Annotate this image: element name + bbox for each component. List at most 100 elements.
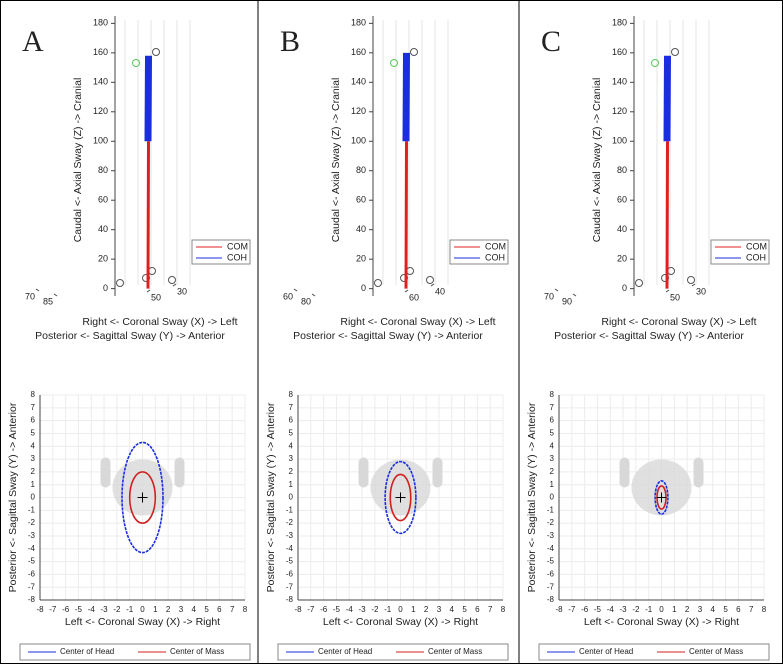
z-axis-label: Caudal <- Axial Sway (Z) -> Cranial	[591, 78, 603, 243]
x-tick-label: 2	[166, 605, 171, 614]
y-tick-label: 50	[670, 292, 680, 302]
x-tick-label: -7	[49, 605, 57, 614]
y-tick-label: 2	[289, 467, 294, 476]
x-tick-label: 80	[301, 296, 311, 306]
x-axis-label: Right <- Coronal Sway (X) -> Left	[601, 316, 756, 328]
x-tick-label: 2	[685, 605, 690, 614]
segment	[144, 55, 152, 142]
y-tick-label: 40	[435, 286, 445, 296]
legend-label: COM	[746, 241, 767, 251]
panel-label: C	[541, 25, 561, 58]
y-axis-label: Posterior <- Sagittal Sway (Y) -> Anteri…	[7, 402, 19, 592]
y-tick-label: -4	[547, 544, 555, 553]
x-tick-label: 7	[488, 605, 493, 614]
legend-label: Center of Head	[60, 647, 114, 656]
y-tick-label: 30	[177, 286, 187, 296]
x-tick-label: 0	[140, 605, 145, 614]
x-tick-label: 8	[243, 605, 248, 614]
y-axis-label: Posterior <- Sagittal Sway (Y) -> Anteri…	[554, 330, 744, 342]
z-tick-label: 160	[93, 47, 108, 57]
legend-box	[710, 239, 770, 265]
segment	[665, 141, 669, 289]
y-tick-label: -4	[28, 544, 36, 553]
silhouette	[174, 457, 185, 488]
x-tick	[293, 288, 298, 292]
x-tick-label: -2	[371, 605, 379, 614]
x-tick-label: 8	[762, 605, 767, 614]
y-tick-label: -3	[286, 531, 294, 540]
legend-label: Center of Mass	[689, 647, 743, 656]
x-tick-label: -1	[645, 605, 653, 614]
x-tick-label: 1	[153, 605, 158, 614]
x-tick-label: 6	[475, 605, 480, 614]
x-tick-label: 7	[749, 605, 754, 614]
x-tick-label: 5	[462, 605, 467, 614]
x-tick-label: -8	[36, 605, 44, 614]
sway-ellipse	[654, 480, 669, 515]
x-tick-label: -6	[320, 605, 328, 614]
z-tick-label: 160	[612, 47, 627, 57]
x-tick-label: 70	[25, 291, 35, 301]
legend-label: Center of Mass	[170, 647, 224, 656]
z-tick-label: 140	[612, 77, 627, 87]
y-tick-label: -7	[28, 582, 36, 591]
y-tick-label: -7	[286, 582, 294, 591]
y-tick-label: 7	[31, 403, 36, 412]
x-tick-label: 8	[501, 605, 506, 614]
x-tick-label: 60	[283, 291, 293, 301]
y-tick-label: -5	[28, 557, 36, 566]
x-tick-label: -8	[294, 605, 302, 614]
x-tick-label: 5	[723, 605, 728, 614]
y-tick	[146, 289, 151, 293]
y-tick-label: 50	[151, 292, 161, 302]
x-tick-label: -2	[113, 605, 121, 614]
marker	[410, 48, 418, 56]
x-tick-label: -5	[594, 605, 602, 614]
z-tick-label: 0	[103, 283, 108, 293]
z-tick-label: 40	[98, 224, 108, 234]
marker	[426, 276, 434, 284]
y-tick-label: 6	[31, 416, 36, 425]
y-tick-label: 8	[31, 390, 36, 399]
x-tick-label: -4	[88, 605, 96, 614]
x-tick-label: -3	[359, 605, 367, 614]
silhouette	[693, 457, 704, 488]
y-tick-label: 3	[550, 454, 555, 463]
silhouette	[100, 457, 111, 488]
silhouette	[432, 457, 443, 488]
z-tick-label: 80	[617, 165, 627, 175]
x-tick-label: 1	[411, 605, 416, 614]
x-tick-label: 4	[450, 605, 455, 614]
y-tick	[665, 289, 670, 293]
legend-label: Center of Head	[318, 647, 372, 656]
x-tick-label: -4	[607, 605, 615, 614]
y-tick-label: 2	[550, 467, 555, 476]
silhouette	[358, 457, 369, 488]
y-tick-label: 4	[550, 441, 555, 450]
z-tick-label: 180	[612, 18, 627, 28]
y-tick-label: -2	[286, 518, 294, 527]
y-tick-label: -3	[547, 531, 555, 540]
x-tick-label: -6	[62, 605, 70, 614]
x-tick-label: 3	[179, 605, 184, 614]
y-axis-label: Posterior <- Sagittal Sway (Y) -> Anteri…	[526, 402, 538, 592]
x-axis-label: Left <- Coronal Sway (X) -> Right	[323, 616, 478, 628]
legend-box	[538, 643, 770, 661]
legend-label: Center of Head	[579, 647, 633, 656]
y-tick-label: -8	[286, 595, 294, 604]
y-tick-label: -6	[286, 569, 294, 578]
z-tick-label: 60	[617, 195, 627, 205]
legend-box	[449, 239, 509, 265]
y-tick-label: 6	[550, 416, 555, 425]
legend-label: COH	[746, 252, 766, 262]
y-tick-label: 8	[289, 390, 294, 399]
sway-ellipse	[121, 441, 164, 554]
y-tick-label: 6	[289, 416, 294, 425]
sway-ellipse	[384, 460, 417, 535]
y-tick-label: 3	[289, 454, 294, 463]
x-tick-label: -1	[126, 605, 134, 614]
x-axis-label: Left <- Coronal Sway (X) -> Right	[584, 616, 739, 628]
z-tick-label: 180	[351, 18, 366, 28]
z-tick-label: 140	[93, 77, 108, 87]
x-tick-label: -3	[101, 605, 109, 614]
